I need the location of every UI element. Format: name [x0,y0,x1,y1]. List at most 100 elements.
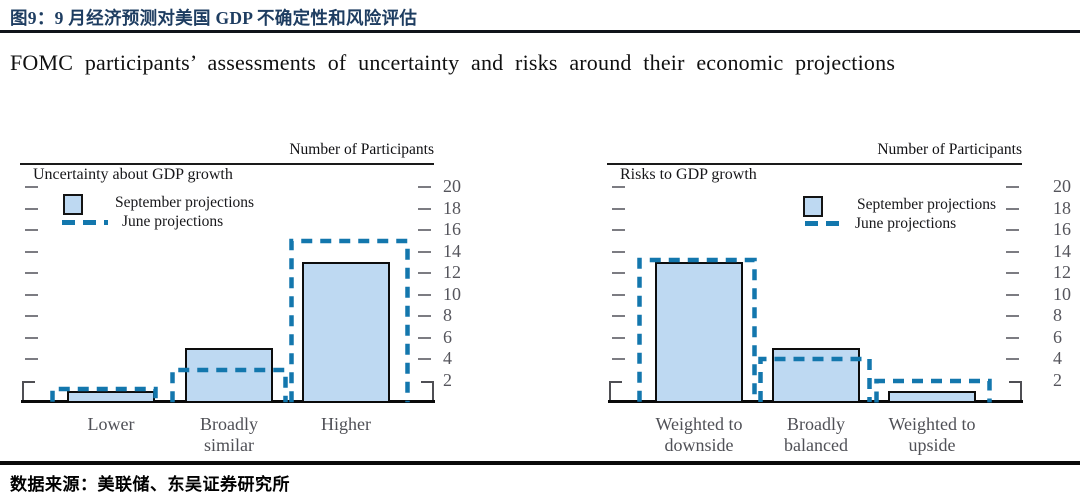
y-axis-tick [1006,207,1019,210]
legend-june-label: June projections [855,215,957,232]
y-axis-tick [25,229,38,231]
title-rule [0,30,1080,33]
category-label: Weighted to downside [655,414,743,455]
chart-title: Uncertainty about GDP growth [33,166,233,183]
y-axis-tick [418,336,431,339]
june-projection-dash-path [874,378,992,402]
y-axis-tick [25,186,38,188]
category-label: Lower [87,414,135,434]
y-axis-tick [612,336,625,339]
y-axis-tick-label: 4 [443,348,452,368]
y-axis-tick [25,336,38,339]
y-axis-tick-label: 20 [443,176,461,196]
legend-september-label: September projections [857,196,997,213]
legend-june-label: June projections [122,213,224,230]
y-axis-title: Number of Participants [877,141,1022,158]
plot-top-border [20,163,434,165]
y-axis-tick-label: 10 [1053,283,1071,304]
y-axis-tick [1006,336,1019,339]
september-bar [302,262,390,401]
june-projection-outline [758,356,872,402]
y-axis-tick [1006,358,1019,360]
y-axis-tick-label: 6 [1053,326,1062,347]
plot-top-border [607,163,1022,165]
y-axis-tick-label: 14 [1053,240,1071,261]
y-axis-title: Number of Participants [289,141,434,158]
legend-june-dash-sample [62,220,108,225]
x-axis-baseline [21,400,435,403]
y-axis-tick [418,250,431,253]
june-projection-dash-path [50,387,158,402]
y-axis-tick-label: 2 [1053,369,1062,390]
y-axis-tick [418,315,431,317]
y-axis-tick [1006,229,1019,231]
y-axis-tick [25,207,38,210]
y-axis-tick-label: 8 [443,305,452,325]
june-projection-dash-path [170,367,288,402]
y-axis-tick [1006,315,1019,317]
y-axis-tick [418,293,431,296]
y-axis-tick [418,358,431,360]
data-source: 数据来源：美联储、东吴证券研究所 [10,475,290,494]
x-axis-baseline [608,400,1023,403]
y-axis-tick [418,207,431,210]
legend-september-swatch [803,196,823,217]
june-projection-outline [874,378,992,402]
y-axis-tick [25,315,38,317]
y-axis-tick-label: 14 [443,240,461,261]
axis-corner-bracket [609,381,622,402]
y-axis-tick [25,250,38,253]
y-axis-tick-label: 4 [1053,348,1062,368]
axis-corner-bracket [22,381,35,402]
y-axis-tick-label: 12 [443,262,461,282]
y-axis-tick-label: 16 [443,219,461,239]
y-axis-tick [612,315,625,317]
figure-subtitle: FOMC participants’ assessments of uncert… [10,50,896,75]
september-bar [655,262,743,401]
y-axis-tick-label: 2 [443,369,452,390]
y-axis-tick [1006,186,1019,188]
y-axis-tick [1006,272,1019,274]
june-projection-outline [170,367,288,402]
y-axis-tick [612,186,625,188]
y-axis-tick-label: 20 [1053,176,1071,196]
y-axis-tick-label: 18 [1053,197,1071,218]
june-projection-dash-path [289,238,410,402]
footer-rule [0,461,1080,465]
y-axis-tick-label: 10 [443,283,461,304]
june-projection-dash-path [758,356,872,402]
category-label: Broadly similar [200,414,258,455]
june-projection-dash-path [637,258,757,402]
legend-june-dash-sample [805,221,843,226]
june-projection-outline [637,258,757,402]
y-axis-tick-label: 18 [443,197,461,218]
legend-september-swatch [63,194,83,215]
y-axis-tick [418,229,431,231]
y-axis-tick [612,272,625,274]
y-axis-tick [1006,293,1019,296]
category-label: Broadly balanced [784,414,848,455]
y-axis-tick [612,229,625,231]
y-axis-tick-label: 8 [1053,305,1062,325]
y-axis-tick-label: 6 [443,326,452,347]
category-label: Weighted to upside [888,414,976,455]
y-axis-tick [25,293,38,296]
june-projection-outline [289,238,410,402]
y-axis-tick [612,250,625,253]
y-axis-tick [612,358,625,360]
axis-corner-bracket [421,381,434,402]
september-bar [888,391,976,401]
y-axis-tick-label: 12 [1053,262,1071,282]
y-axis-tick [612,293,625,296]
june-projection-outline [50,387,158,402]
y-axis-tick [418,272,431,274]
category-label: Higher [321,414,371,434]
axis-corner-bracket [1009,381,1022,402]
y-axis-tick [612,207,625,210]
figure-title: 图9：9 月经济预测对美国 GDP 不确定性和风险评估 [10,8,418,28]
y-axis-tick [1006,250,1019,253]
y-axis-tick [25,358,38,360]
chart-title: Risks to GDP growth [620,166,757,183]
legend-september-label: September projections [115,194,255,211]
